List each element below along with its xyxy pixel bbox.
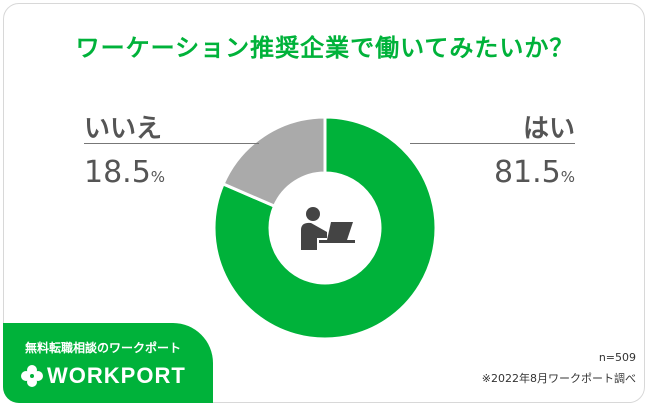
label-no-value: 18.5 bbox=[84, 155, 151, 190]
label-yes-value-wrap: 81.5% bbox=[485, 155, 575, 190]
label-no: いいえ 18.5% bbox=[84, 108, 165, 190]
person-at-laptop-icon bbox=[301, 207, 355, 250]
label-no-value-wrap: 18.5% bbox=[84, 155, 165, 190]
label-no-unit: % bbox=[150, 168, 166, 186]
donut-slice-yes bbox=[212, 115, 438, 341]
label-yes-unit: % bbox=[560, 168, 575, 186]
label-no-name: いいえ bbox=[84, 114, 163, 144]
guide-line-no bbox=[84, 143, 259, 144]
brand-tagline: 無料転職相談のワークポート bbox=[25, 341, 182, 355]
label-yes-name: はい bbox=[522, 114, 575, 144]
label-yes: はい 81.5% bbox=[485, 108, 575, 190]
source-note: ※2022年8月ワークポート調べ bbox=[481, 372, 636, 385]
label-yes-value: 81.5 bbox=[493, 155, 561, 190]
chart-title: ワーケーション推奨企業で働いてみたいか？ bbox=[75, 34, 575, 62]
brand-badge: 無料転職相談のワークポート WORKPORT bbox=[3, 323, 213, 403]
brand-logo-text: WORKPORT bbox=[47, 363, 186, 388]
sample-size: n=509 bbox=[598, 351, 636, 364]
clover-icon bbox=[21, 365, 43, 387]
donut-slice-no bbox=[221, 115, 327, 209]
guide-line-yes bbox=[410, 143, 575, 144]
